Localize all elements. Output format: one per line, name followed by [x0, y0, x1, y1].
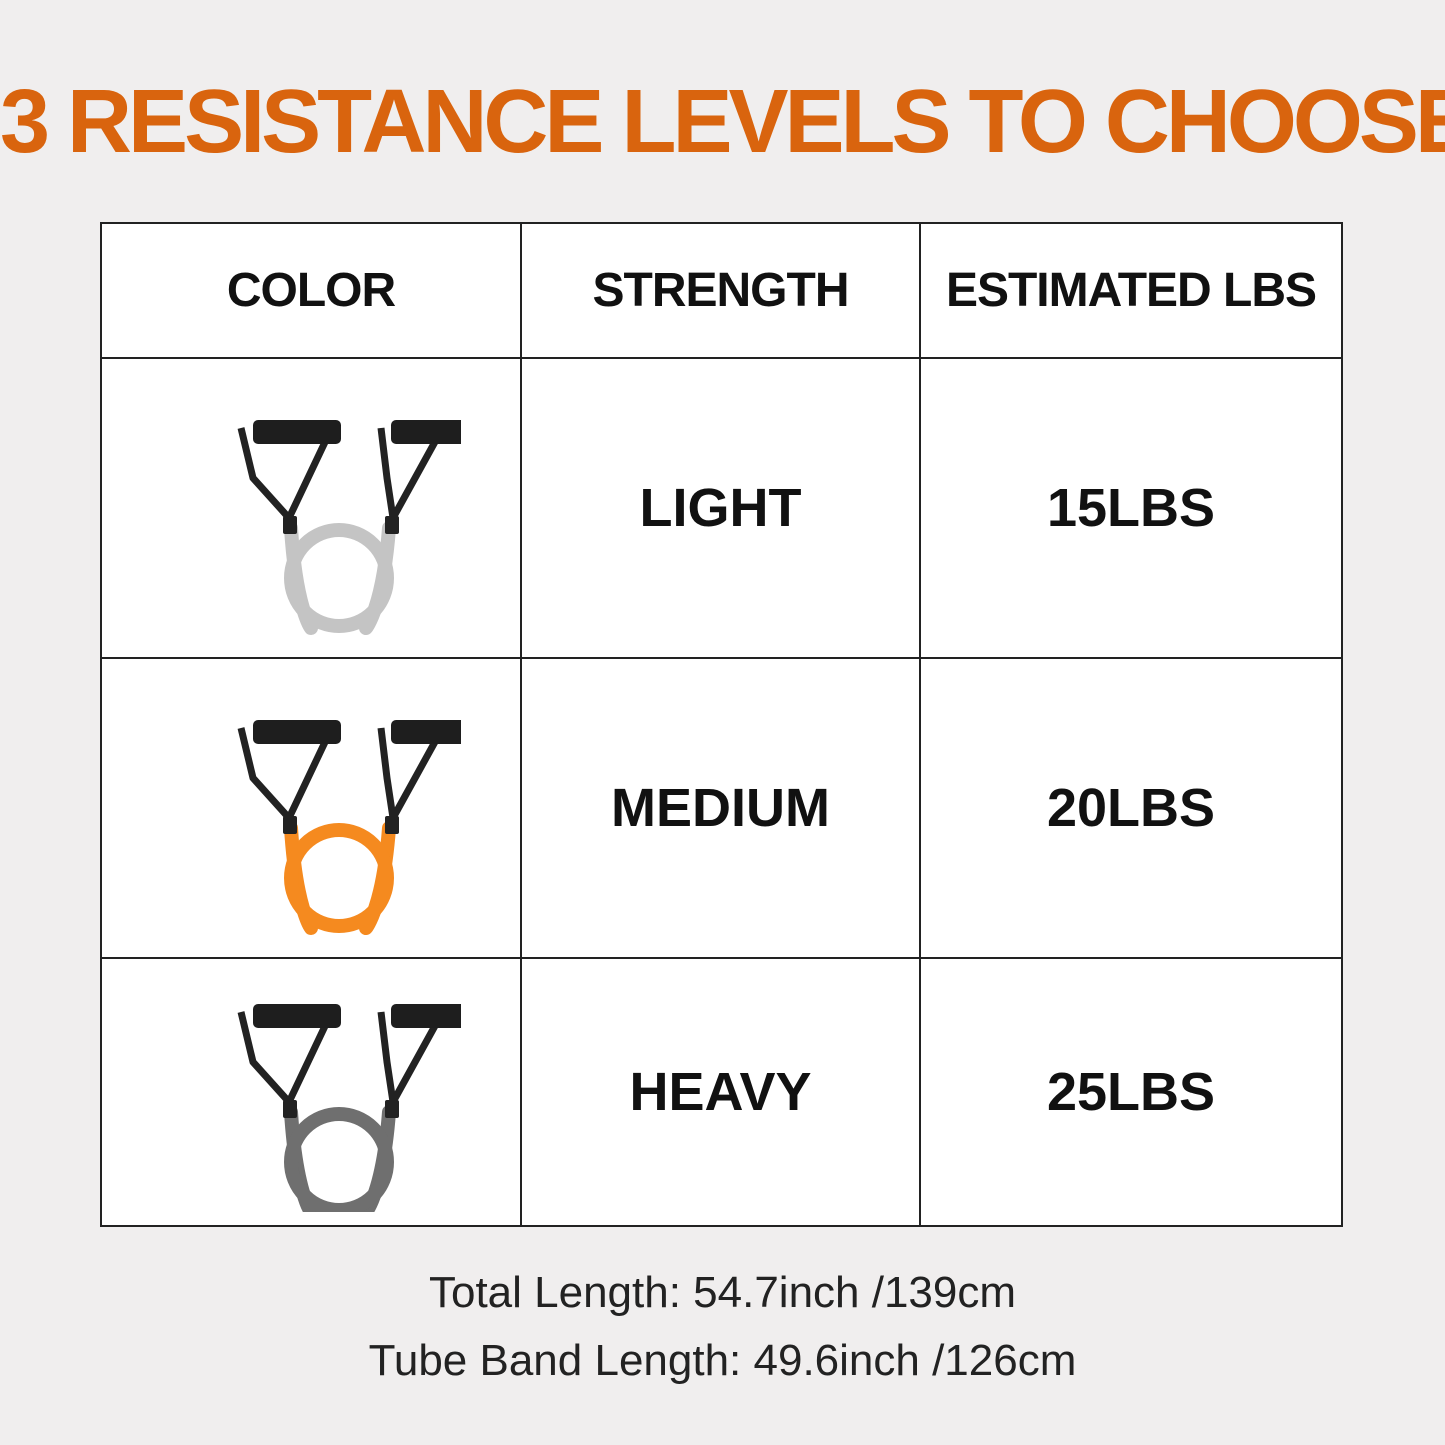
strength-cell: LIGHT: [520, 357, 921, 659]
table-row: HEAVY 25LBS: [100, 957, 1343, 1227]
resistance-table: COLOR STRENGTH ESTIMATED LBS LIGHT 15LBS…: [100, 222, 1343, 1227]
lbs-cell: 25LBS: [919, 957, 1343, 1227]
table-row: MEDIUM 20LBS: [100, 657, 1343, 959]
band-image-cell: [100, 357, 522, 659]
light-band-icon: [237, 420, 461, 635]
heavy-band-icon: [237, 1004, 461, 1212]
table-row: LIGHT 15LBS: [100, 357, 1343, 659]
strength-cell: MEDIUM: [520, 657, 921, 959]
total-length-text: Total Length: 54.7inch /139cm: [428, 1268, 1017, 1317]
table-header-row: COLOR STRENGTH ESTIMATED LBS: [100, 222, 1343, 359]
page-title: 3 RESISTANCE LEVELS TO CHOOSE: [0, 72, 1445, 172]
band-image-cell: [100, 957, 522, 1227]
header-estimated-lbs: ESTIMATED LBS: [919, 222, 1343, 359]
header-color: COLOR: [100, 222, 522, 359]
lbs-cell: 15LBS: [919, 357, 1343, 659]
header-strength: STRENGTH: [520, 222, 921, 359]
strength-cell: HEAVY: [520, 957, 921, 1227]
band-image-cell: [100, 657, 522, 959]
tube-length-text: Tube Band Length: 49.6inch /126cm: [368, 1336, 1077, 1385]
medium-band-icon: [237, 720, 461, 935]
lbs-cell: 20LBS: [919, 657, 1343, 959]
